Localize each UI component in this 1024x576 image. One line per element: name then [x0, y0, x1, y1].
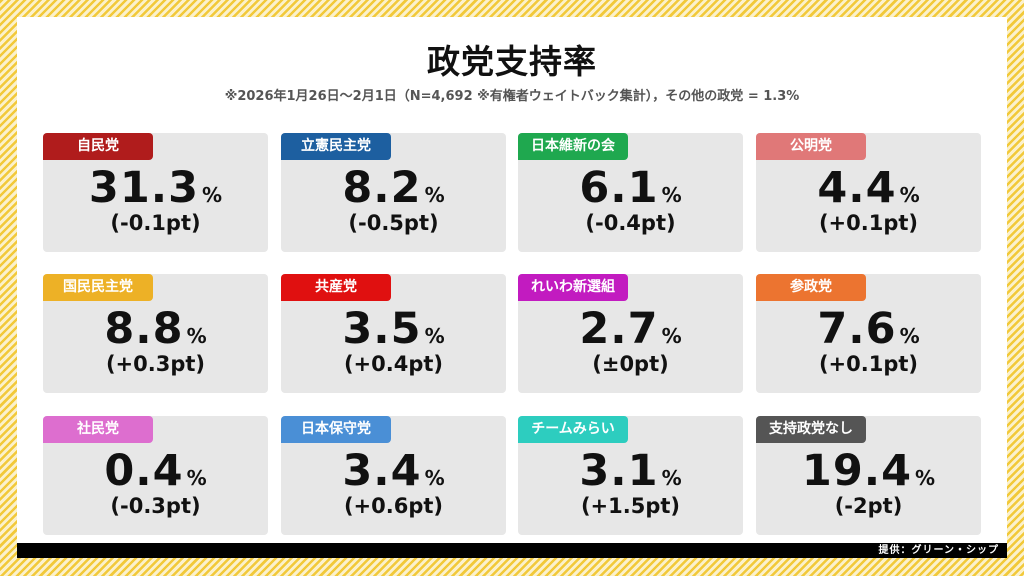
support-value: 19.4 — [801, 446, 913, 496]
party-label: 日本保守党 — [281, 416, 391, 443]
party-card: 自民党 31.3% (-0.1pt) — [43, 133, 268, 252]
change-value: (+0.1pt) — [818, 352, 919, 376]
party-label: 日本維新の会 — [518, 133, 628, 160]
party-label: 国民民主党 — [43, 274, 153, 301]
main-panel: 政党支持率 ※2026年1月26日～2月1日（N=4,692 ※有権者ウェイトバ… — [17, 17, 1007, 558]
party-label: 支持政党なし — [756, 416, 866, 443]
support-value: 3.1 — [579, 446, 659, 496]
change-value: (+0.1pt) — [818, 211, 919, 235]
unit: % — [661, 466, 682, 490]
survey-note: ※2026年1月26日～2月1日（N=4,692 ※有権者ウェイトバック集計），… — [224, 89, 800, 104]
party-card: 支持政党なし 19.4% (-2pt) — [756, 416, 981, 535]
support-value: 31.3 — [88, 163, 200, 213]
party-label: 参政党 — [756, 274, 866, 301]
support-value: 6.1 — [579, 163, 659, 213]
party-label: 自民党 — [43, 133, 153, 160]
support-value: 0.4 — [104, 446, 184, 496]
unit: % — [202, 183, 223, 207]
party-card: 立憲民主党 8.2% (-0.5pt) — [281, 133, 506, 252]
change-value: (+1.5pt) — [580, 494, 681, 518]
footer-bar: 提供：グリーン・シップ — [17, 543, 1007, 558]
party-label: 公明党 — [756, 133, 866, 160]
unit: % — [661, 324, 682, 348]
change-value: (+0.4pt) — [343, 352, 444, 376]
change-value: (+0.6pt) — [343, 494, 444, 518]
page-title: 政党支持率 — [427, 42, 597, 81]
change-value: (-0.5pt) — [348, 211, 439, 235]
unit: % — [424, 183, 445, 207]
support-value: 7.6 — [817, 304, 897, 354]
party-card: チームみらい 3.1% (+1.5pt) — [518, 416, 743, 535]
support-value: 8.8 — [104, 304, 184, 354]
unit: % — [424, 324, 445, 348]
support-value: 3.4 — [342, 446, 422, 496]
unit: % — [186, 466, 207, 490]
party-label: れいわ新選組 — [518, 274, 628, 301]
unit: % — [899, 324, 920, 348]
source-credit: 提供：グリーン・シップ — [878, 545, 999, 556]
party-card: 日本保守党 3.4% (+0.6pt) — [281, 416, 506, 535]
support-value: 3.5 — [342, 304, 422, 354]
party-card: 共産党 3.5% (+0.4pt) — [281, 274, 506, 393]
party-card: 公明党 4.4% (+0.1pt) — [756, 133, 981, 252]
change-value: (-0.3pt) — [110, 494, 201, 518]
unit: % — [899, 183, 920, 207]
party-card: 日本維新の会 6.1% (-0.4pt) — [518, 133, 743, 252]
unit: % — [186, 324, 207, 348]
support-value: 4.4 — [817, 163, 897, 213]
unit: % — [661, 183, 682, 207]
party-card: れいわ新選組 2.7% (±0pt) — [518, 274, 743, 393]
unit: % — [424, 466, 445, 490]
change-value: (-2pt) — [834, 494, 903, 518]
party-card: 参政党 7.6% (+0.1pt) — [756, 274, 981, 393]
support-value: 8.2 — [342, 163, 422, 213]
party-label: 共産党 — [281, 274, 391, 301]
party-label: 立憲民主党 — [281, 133, 391, 160]
party-label: チームみらい — [518, 416, 628, 443]
party-card: 社民党 0.4% (-0.3pt) — [43, 416, 268, 535]
change-value: (-0.1pt) — [110, 211, 201, 235]
change-value: (+0.3pt) — [105, 352, 206, 376]
party-card: 国民民主党 8.8% (+0.3pt) — [43, 274, 268, 393]
unit: % — [915, 466, 936, 490]
support-value: 2.7 — [579, 304, 659, 354]
party-label: 社民党 — [43, 416, 153, 443]
change-value: (±0pt) — [592, 352, 669, 376]
change-value: (-0.4pt) — [585, 211, 676, 235]
